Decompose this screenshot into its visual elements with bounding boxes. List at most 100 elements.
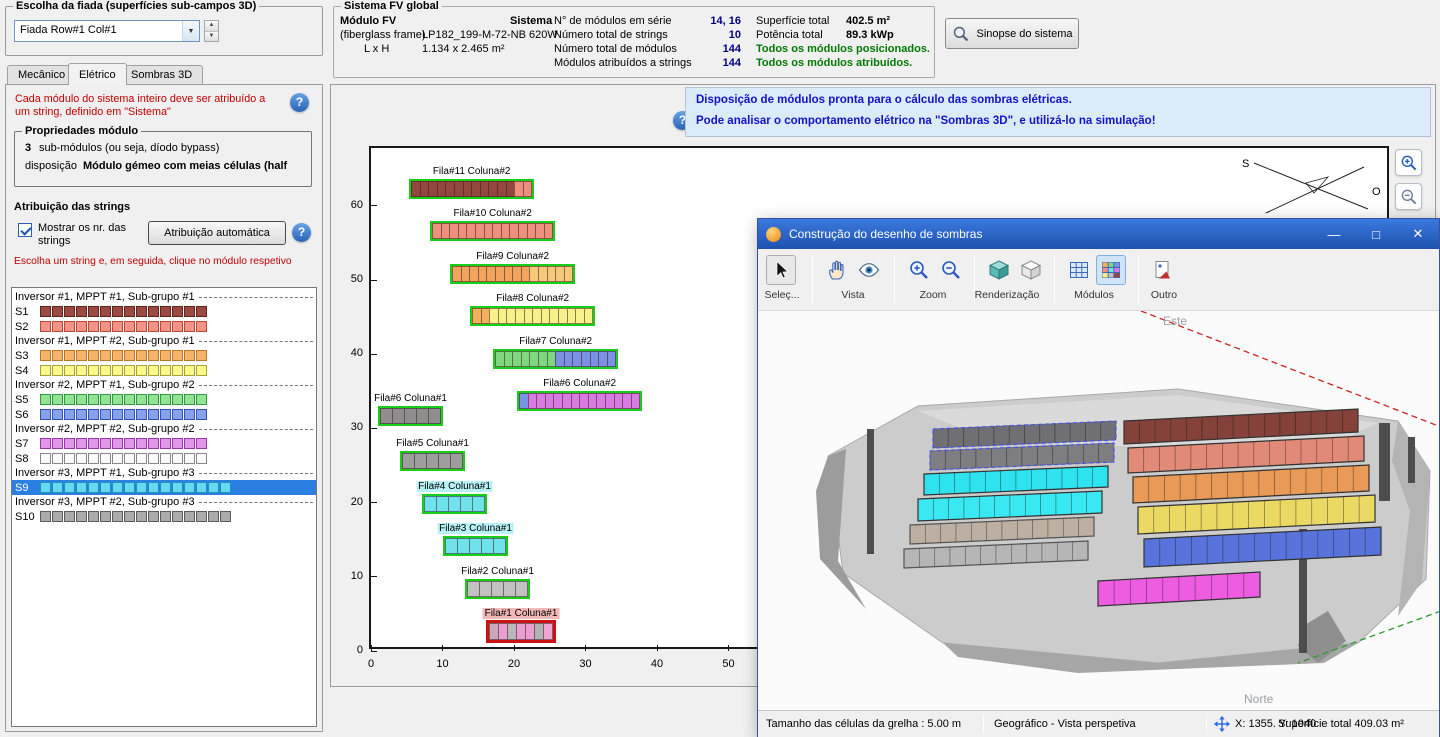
pan-hand-button[interactable] (822, 255, 852, 285)
help-icon-auto-assign[interactable]: ? (292, 223, 311, 242)
stat-value-modules: 144 (722, 43, 741, 55)
zoom-in-tool-button[interactable] (904, 255, 934, 285)
pv-module[interactable] (515, 581, 528, 597)
module-row[interactable]: Fila#6 Coluna#2 (517, 378, 643, 411)
synopsis-button[interactable]: Sinopse do sistema (945, 18, 1079, 49)
pv-module[interactable] (583, 308, 594, 324)
pv-module[interactable] (493, 538, 506, 554)
module-row[interactable]: Fila#3 Coluna#1 (437, 523, 514, 556)
pv-module[interactable] (606, 351, 617, 367)
string-row-S4[interactable]: S4 (12, 363, 316, 378)
modules-colors-button[interactable] (1096, 255, 1126, 285)
module-swatch (100, 482, 111, 493)
module-row[interactable]: Fila#8 Coluna#2 (470, 293, 596, 326)
module-swatch (64, 365, 75, 376)
module-row[interactable]: Fila#6 Coluna#1 (374, 393, 447, 426)
surface-total-text: Superfície total 409.03 m² (1278, 718, 1404, 730)
pv-module[interactable] (543, 623, 553, 640)
module-swatch (148, 365, 159, 376)
other-tool-button[interactable] (1148, 255, 1178, 285)
shadow-viewport[interactable]: Este Norte (758, 311, 1439, 710)
string-row-S6[interactable]: S6 (12, 407, 316, 422)
string-row-S8[interactable]: S8 (12, 451, 316, 466)
show-string-numbers-checkbox[interactable] (18, 223, 32, 237)
zoom-out-icon (1401, 189, 1416, 204)
modules-grid-button[interactable] (1064, 255, 1094, 285)
zoom-out-tool-button[interactable] (936, 255, 966, 285)
string-row-S9[interactable]: S9 (12, 480, 316, 495)
module-swatch (40, 350, 51, 361)
pv-module[interactable] (630, 393, 641, 409)
render-3d-button[interactable] (984, 255, 1014, 285)
tab-eletrico[interactable]: Elétrico (68, 63, 127, 85)
pv-module[interactable] (450, 453, 463, 469)
module-swatch (136, 365, 147, 376)
string-row-S3[interactable]: S3 (12, 348, 316, 363)
pv-module[interactable] (522, 181, 533, 197)
module-swatch (100, 453, 111, 464)
module-row[interactable]: Fila#11 Coluna#2 (409, 166, 535, 199)
module-swatch (196, 511, 207, 522)
x-axis-tick-label: 20 (507, 658, 521, 670)
module-swatch (88, 365, 99, 376)
row-choice-title: Escolha da fiada (superfícies sub-campos… (13, 0, 260, 12)
string-row-S2[interactable]: S2 (12, 319, 316, 334)
render-wire-button[interactable] (1016, 255, 1046, 285)
module-swatch (76, 438, 87, 449)
pv-module[interactable] (563, 266, 574, 282)
chart-zoom-in-button[interactable] (1395, 149, 1422, 176)
module-swatch (160, 482, 171, 493)
maximize-button[interactable]: □ (1372, 226, 1380, 242)
shadow-titlebar[interactable]: Construção do desenho de sombras — □ ✕ (758, 219, 1439, 249)
close-button[interactable]: ✕ (1412, 226, 1424, 241)
spinner-down-icon[interactable]: ▼ (205, 31, 218, 41)
tab-sombras-3d[interactable]: Sombras 3D (120, 65, 204, 84)
string-row-S1[interactable]: S1 (12, 304, 316, 319)
select-tool-button[interactable] (766, 255, 796, 285)
layout-label: disposição (25, 160, 77, 172)
string-group-header: Inversor #1, MPPT #2, Sub-grupo #1 (12, 334, 316, 348)
row-spinner[interactable]: ▲ ▼ (204, 20, 219, 42)
auto-assign-button[interactable]: Atribuição automática (148, 221, 286, 245)
help-icon-strings[interactable]: ? (290, 93, 309, 112)
module-row[interactable]: Fila#9 Coluna#2 (450, 251, 576, 284)
chart-zoom-out-button[interactable] (1395, 183, 1422, 210)
module-swatch (184, 409, 195, 420)
system-groupbox: Sistema FV global Módulo FV Sistema (fib… (333, 0, 935, 78)
pv-module[interactable] (428, 408, 441, 424)
spinner-up-icon[interactable]: ▲ (205, 21, 218, 32)
module-swatch (40, 511, 51, 522)
toolbar-label-vista: Vista (841, 289, 865, 301)
y-axis-tick-label: 40 (350, 347, 363, 360)
view-eye-button[interactable] (854, 255, 884, 285)
module-row[interactable]: Fila#1 Coluna#1 (482, 608, 560, 643)
string-row-S10[interactable]: S10 (12, 509, 316, 524)
module-swatch (112, 350, 123, 361)
string-row-S5[interactable]: S5 (12, 392, 316, 407)
svg-text:Norte: Norte (1244, 692, 1274, 706)
module-swatch (184, 350, 195, 361)
module-row[interactable]: Fila#2 Coluna#1 (461, 566, 534, 599)
row-select[interactable]: Fiada Row#1 Col#1 ▼ (14, 20, 200, 42)
module-swatch (148, 511, 159, 522)
module-row[interactable]: Fila#5 Coluna#1 (396, 438, 469, 471)
pv-module[interactable] (472, 496, 485, 512)
pv-module[interactable] (543, 223, 554, 239)
minimize-button[interactable]: — (1327, 226, 1341, 242)
window-title: Construção do desenho de sombras (789, 227, 983, 241)
compass-o-label: O (1372, 186, 1381, 198)
y-axis-tick-label: 50 (350, 273, 363, 286)
module-swatch (172, 306, 183, 317)
module-row[interactable]: Fila#4 Coluna#1 (416, 481, 493, 514)
string-row-S7[interactable]: S7 (12, 436, 316, 451)
module-swatch (148, 394, 159, 405)
tab-mecanico[interactable]: Mecânico (7, 65, 77, 84)
module-swatch (172, 511, 183, 522)
chevron-down-icon[interactable]: ▼ (182, 21, 199, 41)
strings-list[interactable]: Inversor #1, MPPT #1, Sub-grupo #1 S1 S2 In… (11, 287, 317, 727)
module-row[interactable]: Fila#7 Coluna#2 (493, 336, 619, 369)
stat-value-series: 14, 16 (710, 15, 741, 27)
module-swatch (208, 511, 219, 522)
module-row[interactable]: Fila#10 Coluna#2 (430, 208, 556, 241)
